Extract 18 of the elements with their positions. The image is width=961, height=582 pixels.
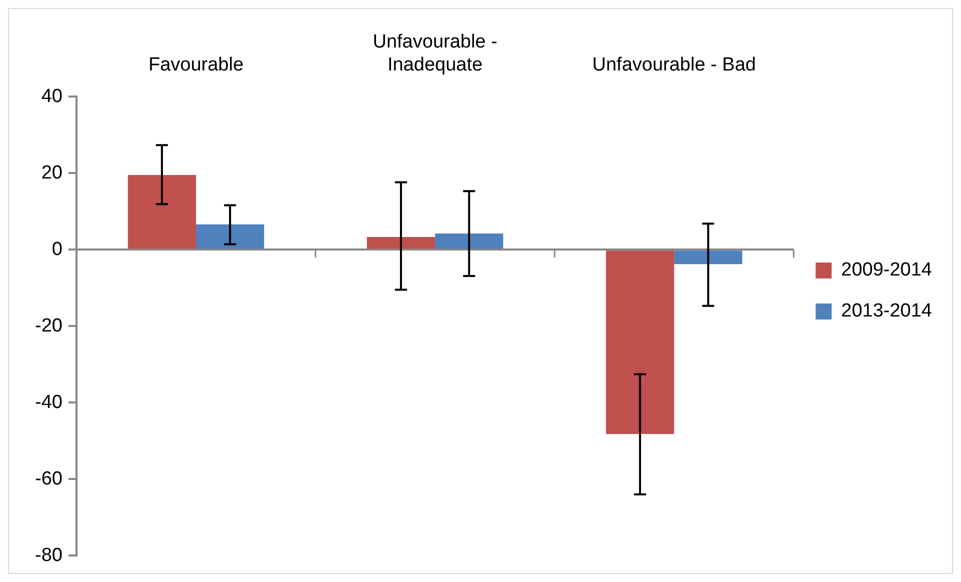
bar [435, 234, 504, 249]
y-tick-label: 40 [41, 86, 62, 107]
legend-label: 2013-2014 [841, 300, 932, 322]
bar [366, 236, 436, 249]
x-tick-label: Unfavourable - Inadequate [372, 32, 498, 76]
x-tick-label: Unfavourable - Bad [592, 54, 756, 76]
x-tick-label: Favourable [148, 54, 244, 76]
bar [674, 250, 742, 264]
y-tick-label: -40 [34, 392, 62, 413]
y-tick-label: 0 [52, 238, 62, 260]
bar [196, 224, 264, 249]
bar [606, 250, 674, 434]
legend-label: 2009-2014 [841, 260, 932, 281]
y-tick-label: 20 [41, 162, 62, 184]
y-tick-label: -60 [34, 468, 62, 490]
bar [128, 175, 196, 249]
y-tick-label: -80 [34, 544, 62, 566]
y-tick-label: -20 [34, 315, 62, 336]
